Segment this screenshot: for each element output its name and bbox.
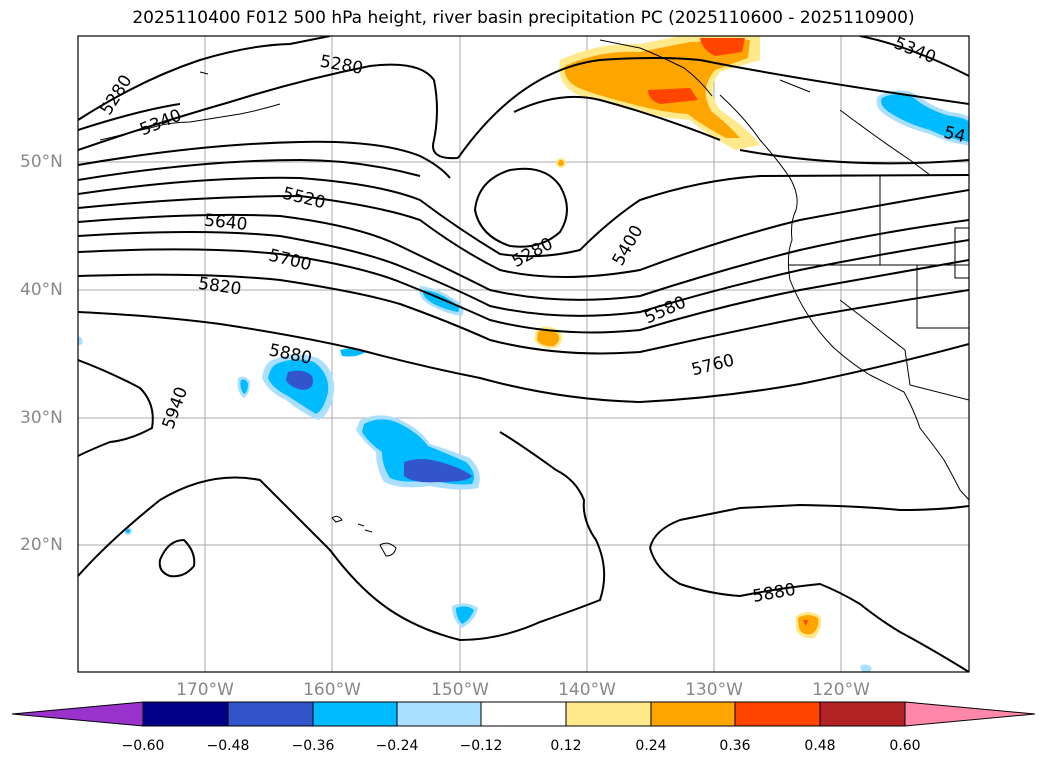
colorbar-swatch [650, 701, 736, 727]
lon-label-170w: 170°W [176, 680, 234, 700]
colorbar-tick: −0.48 [206, 738, 250, 754]
colorbar-swatch [734, 701, 821, 727]
contour-label: 5280 [509, 234, 557, 272]
lon-label-130w: 130°W [685, 680, 743, 700]
colorbar-swatch [312, 701, 398, 727]
plot-frame [77, 35, 970, 673]
contour-label: 5760 [690, 350, 737, 380]
contour-label: 5280 [97, 71, 137, 118]
colorbar-tick: −0.36 [291, 738, 335, 754]
colorbar-tick: 0.60 [889, 738, 921, 754]
lon-label-120w: 120°W [812, 680, 870, 700]
contour-label: 5640 [203, 211, 248, 235]
contour-label: 5880 [751, 580, 797, 607]
contour-label: 5400 [609, 222, 648, 269]
contour-label: 5700 [267, 246, 314, 276]
colorbar-swatch [11, 701, 144, 727]
colorbar-tick: −0.60 [121, 738, 165, 754]
colorbar-swatch [142, 701, 229, 727]
colorbar-tick: 0.48 [804, 738, 836, 754]
colorbar-swatch [819, 701, 906, 727]
contour-label: 5940 [159, 384, 193, 431]
lat-label-20n: 20°N [20, 535, 63, 555]
grid-lines [78, 36, 969, 672]
contour-label: 5340 [891, 33, 939, 68]
colorbar-tick: 0.12 [550, 738, 582, 754]
colorbar-swatch [565, 701, 652, 727]
lon-label-140w: 140°W [558, 680, 616, 700]
colorbar-swatch [396, 701, 482, 727]
colorbar-tick: −0.12 [459, 738, 503, 754]
colorbar-tick: 0.24 [635, 738, 667, 754]
colorbar-swatch [227, 701, 314, 727]
colorbar-tick: 0.36 [719, 738, 751, 754]
map-title: 2025110400 F012 500 hPa height, river ba… [132, 8, 915, 28]
lat-label-50n: 50°N [20, 152, 63, 172]
colorbar [11, 701, 1036, 727]
colorbar-tick: −0.24 [375, 738, 419, 754]
colorbar-swatch [904, 701, 1036, 727]
height-contours [78, 36, 969, 672]
colorbar-swatch [480, 701, 567, 727]
lon-label-160w: 160°W [303, 680, 361, 700]
lon-label-150w: 150°W [431, 680, 489, 700]
contour-label: 5520 [281, 184, 328, 214]
positive-shading [534, 36, 822, 639]
negative-shading [78, 90, 969, 672]
lat-label-40n: 40°N [20, 280, 63, 300]
contour-labels: 5280 5280 5340 5340 54 5520 5640 5700 58… [97, 33, 968, 607]
coastlines [99, 39, 969, 557]
lat-label-30n: 30°N [20, 408, 63, 428]
